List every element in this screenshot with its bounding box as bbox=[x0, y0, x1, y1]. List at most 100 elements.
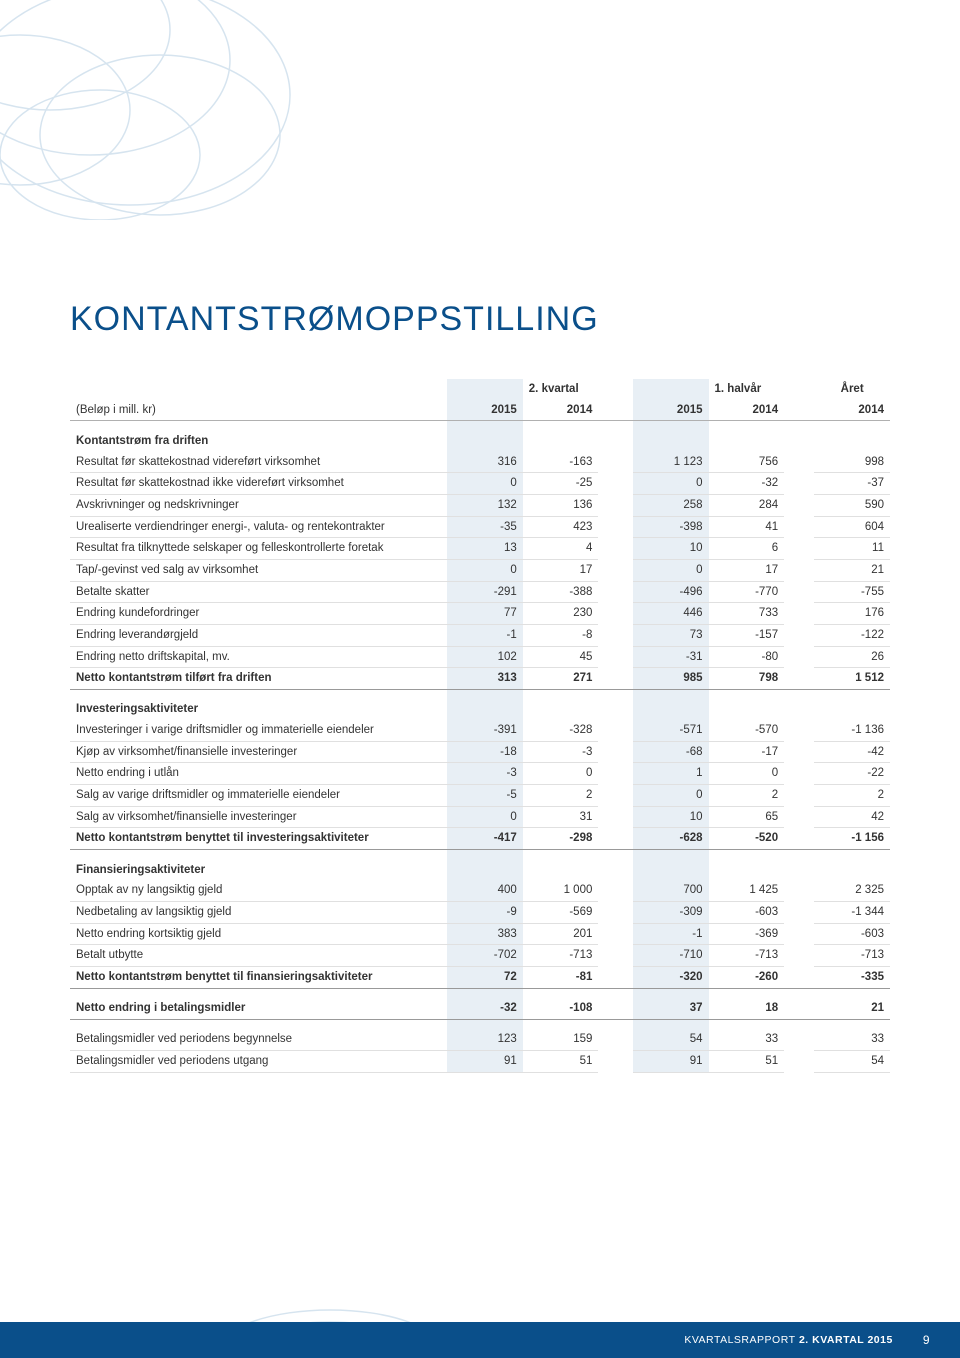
row-label: Opptak av ny langsiktig gjeld bbox=[70, 880, 447, 901]
cell: 2 bbox=[709, 785, 785, 807]
cell: 0 bbox=[447, 806, 523, 828]
cell: -309 bbox=[633, 901, 709, 923]
row-label: Nedbetaling av langsiktig gjeld bbox=[70, 901, 447, 923]
cell: -3 bbox=[447, 763, 523, 785]
row-label: Salg av virksomhet/finansielle investeri… bbox=[70, 806, 447, 828]
row-label: Salg av varige driftsmidler og immaterie… bbox=[70, 785, 447, 807]
cell: -496 bbox=[633, 581, 709, 603]
cell: 985 bbox=[633, 668, 709, 690]
cell: -122 bbox=[814, 624, 890, 646]
cell: -9 bbox=[447, 901, 523, 923]
row-label: Endring kundefordringer bbox=[70, 603, 447, 625]
cell: -755 bbox=[814, 581, 890, 603]
cell: -603 bbox=[814, 923, 890, 945]
cell: -770 bbox=[709, 581, 785, 603]
cell: 21 bbox=[814, 559, 890, 581]
cell: 18 bbox=[709, 998, 785, 1019]
cell: -628 bbox=[633, 828, 709, 850]
cell: 604 bbox=[814, 516, 890, 538]
cashflow-table: 2. kvartal 1. halvår Året (Beløp i mill.… bbox=[70, 379, 890, 1073]
cell: 590 bbox=[814, 494, 890, 516]
cell: 54 bbox=[633, 1029, 709, 1050]
cell: 176 bbox=[814, 603, 890, 625]
cell: -3 bbox=[523, 741, 599, 763]
cell: -571 bbox=[633, 720, 709, 741]
cell: -710 bbox=[633, 945, 709, 967]
cell: 45 bbox=[523, 646, 599, 668]
row-label: Netto endring kortsiktig gjeld bbox=[70, 923, 447, 945]
row-label: Netto kontantstrøm benyttet til finansie… bbox=[70, 966, 447, 988]
footer-strong: 2. KVARTAL 2015 bbox=[799, 1334, 893, 1346]
cell: -1 136 bbox=[814, 720, 890, 741]
cell: 102 bbox=[447, 646, 523, 668]
cell: 0 bbox=[523, 763, 599, 785]
cell: 73 bbox=[633, 624, 709, 646]
cell: -702 bbox=[447, 945, 523, 967]
cell: -37 bbox=[814, 473, 890, 495]
cell: 123 bbox=[447, 1029, 523, 1050]
cell: 132 bbox=[447, 494, 523, 516]
cell: -1 344 bbox=[814, 901, 890, 923]
page-content: KONTANTSTRØMOPPSTILLING 2. kvartal 1. ha… bbox=[0, 0, 960, 1358]
cell: 1 123 bbox=[633, 452, 709, 473]
footer-label: KVARTALSRAPPORT bbox=[684, 1334, 795, 1346]
row-label: Investeringer i varige driftsmidler og i… bbox=[70, 720, 447, 741]
cell: -417 bbox=[447, 828, 523, 850]
cell: 733 bbox=[709, 603, 785, 625]
cell: -391 bbox=[447, 720, 523, 741]
cell: 756 bbox=[709, 452, 785, 473]
cell: 284 bbox=[709, 494, 785, 516]
row-label: Tap/-gevinst ved salg av virksomhet bbox=[70, 559, 447, 581]
header-h2014: 2014 bbox=[709, 400, 785, 421]
footer-bar: KVARTALSRAPPORT 2. KVARTAL 2015 9 bbox=[0, 1322, 960, 1358]
cell: 13 bbox=[447, 538, 523, 560]
row-label: Resultat før skattekostnad videreført vi… bbox=[70, 452, 447, 473]
cell: -18 bbox=[447, 741, 523, 763]
cell: -320 bbox=[633, 966, 709, 988]
row-label: Resultat før skattekostnad ikke viderefø… bbox=[70, 473, 447, 495]
cell: 37 bbox=[633, 998, 709, 1019]
row-label: Betalte skatter bbox=[70, 581, 447, 603]
cell: 1 425 bbox=[709, 880, 785, 901]
cell: 383 bbox=[447, 923, 523, 945]
cell: 446 bbox=[633, 603, 709, 625]
row-label: Netto kontantstrøm benyttet til invester… bbox=[70, 828, 447, 850]
cell: 42 bbox=[814, 806, 890, 828]
cell: 91 bbox=[633, 1050, 709, 1072]
cell: -388 bbox=[523, 581, 599, 603]
section-head: Finansieringsaktiviteter bbox=[70, 860, 447, 881]
cell: -32 bbox=[709, 473, 785, 495]
row-label: Resultat fra tilknyttede selskaper og fe… bbox=[70, 538, 447, 560]
row-label: Urealiserte verdiendringer energi-, valu… bbox=[70, 516, 447, 538]
cell: -1 bbox=[447, 624, 523, 646]
cell: -603 bbox=[709, 901, 785, 923]
cell: -31 bbox=[633, 646, 709, 668]
row-label: Betalingsmidler ved periodens utgang bbox=[70, 1050, 447, 1072]
cell: 26 bbox=[814, 646, 890, 668]
cell: 313 bbox=[447, 668, 523, 690]
cell: 0 bbox=[447, 559, 523, 581]
cell: -80 bbox=[709, 646, 785, 668]
cell: -260 bbox=[709, 966, 785, 988]
cell: -398 bbox=[633, 516, 709, 538]
cell: -369 bbox=[709, 923, 785, 945]
cell: -68 bbox=[633, 741, 709, 763]
row-label: Netto endring i betalingsmidler bbox=[70, 998, 447, 1019]
cell: 21 bbox=[814, 998, 890, 1019]
cell: 72 bbox=[447, 966, 523, 988]
row-label: Endring leverandørgjeld bbox=[70, 624, 447, 646]
cell: 17 bbox=[523, 559, 599, 581]
header-q2015: 2015 bbox=[447, 400, 523, 421]
cell: 2 bbox=[814, 785, 890, 807]
cell: -1 156 bbox=[814, 828, 890, 850]
cell: 6 bbox=[709, 538, 785, 560]
cell: -81 bbox=[523, 966, 599, 988]
row-label: Kjøp av virksomhet/finansielle investeri… bbox=[70, 741, 447, 763]
row-label: Betalt utbytte bbox=[70, 945, 447, 967]
cell: 31 bbox=[523, 806, 599, 828]
cell: 11 bbox=[814, 538, 890, 560]
cell: -5 bbox=[447, 785, 523, 807]
cell: -32 bbox=[447, 998, 523, 1019]
cell: -108 bbox=[523, 998, 599, 1019]
cell: 41 bbox=[709, 516, 785, 538]
